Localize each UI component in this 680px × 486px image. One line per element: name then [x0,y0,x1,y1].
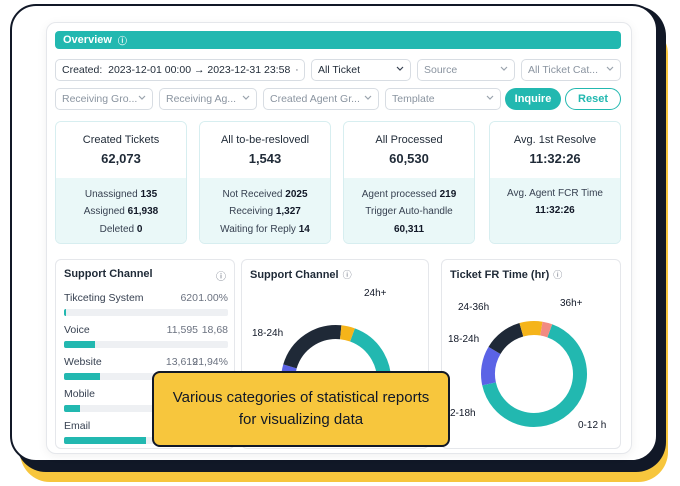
stat-value: 60,530 [389,151,429,166]
receiving-group-select[interactable]: Receiving Gro... [55,88,153,110]
created-agent-group-select[interactable]: Created Agent Gr... [263,88,379,110]
category-select-placeholder: All Ticket Cat... [528,64,599,76]
stat-title: All Processed [375,134,443,146]
callout-text: Various categories of statistical report… [172,389,430,428]
stat-to-be-resolved: All to-be-reslovedl 1,543 Not Received 20… [199,121,331,244]
chevron-down-icon [242,95,250,100]
inquire-button[interactable]: Inquire [505,88,561,110]
donut-label: 18-24h [252,328,284,339]
calendar-icon [296,69,298,71]
list-bar-fill [64,341,96,348]
donut-label: 18-24h [448,334,480,345]
stat-row: Avg. Agent FCR Time [507,188,603,199]
donut-segment-2 [488,323,524,355]
stat-value: 11:32:26 [529,151,581,166]
chevron-down-icon [138,95,146,100]
reset-button[interactable]: Reset [565,88,621,110]
stat-row: 11:32:26 [535,205,575,216]
list-bar-fill [64,309,66,316]
stat-row: Trigger Auto-handle [365,206,453,217]
stat-title: All to-be-reslovedl [220,134,310,146]
ticket-select-value: All Ticket [318,64,361,76]
stat-row: 60,311 [393,223,425,235]
info-icon[interactable]: ⓘ [216,272,226,283]
donut-segment-4 [540,321,553,338]
donut-segment-3 [519,321,543,337]
ticket-select[interactable]: All Ticket [311,59,411,81]
donut-segment-1 [481,346,501,386]
donut-segment-0 [482,324,587,427]
dashboard-screen: Overview ⓘ Created: 2023-12-01 00:00 → 2… [46,22,632,454]
created-label: Created: [62,64,103,76]
ticket-fr-time-donut [481,321,587,427]
stat-title: Created Tickets [82,134,160,146]
overview-header: Overview ⓘ [55,31,621,49]
chevron-down-icon [396,66,404,71]
donut-label: 36h+ [560,298,583,309]
chevron-down-icon [364,95,372,100]
feature-callout: Various categories of statistical report… [152,371,450,447]
chevron-down-icon [486,95,494,100]
stat-row: Unassigned 135 [84,188,158,200]
donut-segment-2 [283,325,342,369]
template-placeholder: Template [392,93,435,105]
stat-row: Receiving 1,327 [229,206,301,217]
donut-label: 2-18h [450,408,476,419]
arrow-icon: → [193,64,205,76]
list-bar-fill [64,405,81,412]
ticket-fr-time-panel: Ticket FR Time (hr) ⓘ 36h+ 24-36h 18-24h … [441,259,621,449]
panel-title: Ticket FR Time (hr) ⓘ [450,269,563,281]
stat-row: Not Received 2025 [222,188,308,200]
chevron-down-icon [606,66,614,71]
stat-row: Waiting for Reply 14 [220,223,310,235]
created-from: 2023-12-01 00:00 [108,64,192,76]
created-to: 2023-12-31 23:58 [207,64,291,76]
receiving-agent-select[interactable]: Receiving Ag... [159,88,257,110]
info-icon[interactable]: ⓘ [553,270,563,280]
stat-value: 62,073 [101,151,141,166]
stat-avg-first-resolve: Avg. 1st Resolve 11:32:26 Avg. Agent FCR … [489,121,621,244]
receiving-group-placeholder: Receiving Gro... [62,93,138,105]
stat-created-tickets: Created Tickets 62,073 Unassigned 135 Ass… [55,121,187,244]
category-select[interactable]: All Ticket Cat... [521,59,621,81]
donut-label: 24h+ [364,288,387,299]
created-agent-group-placeholder: Created Agent Gr... [270,93,360,105]
stat-title: Avg. 1st Resolve [513,134,597,146]
info-icon[interactable]: ⓘ [342,270,352,280]
donut-label: 0-12 h [578,420,607,431]
panel-title: Support Channel [64,268,153,280]
source-select-placeholder: Source [424,64,458,76]
list-bar-fill [64,373,101,380]
info-icon[interactable]: ⓘ [117,35,127,46]
overview-title: Overview [63,34,112,46]
stat-row: Agent processed 219 [361,188,457,200]
stat-all-processed: All Processed 60,530 Agent processed 219 … [343,121,475,244]
receiving-agent-placeholder: Receiving Ag... [166,93,237,105]
donut-segment-3 [339,325,355,342]
list-bar-fill [64,437,146,444]
stat-value: 1,543 [248,151,282,166]
created-date-range[interactable]: Created: 2023-12-01 00:00 → 2023-12-31 2… [55,59,305,81]
stat-row: Assigned 61,938 [83,206,159,217]
source-select[interactable]: Source [417,59,515,81]
donut-label: 24-36h [458,302,490,313]
template-select[interactable]: Template [385,88,501,110]
chevron-down-icon [500,66,508,71]
stat-row: Deleted 0 [99,223,143,235]
panel-title: Support Channel ⓘ [250,269,352,281]
